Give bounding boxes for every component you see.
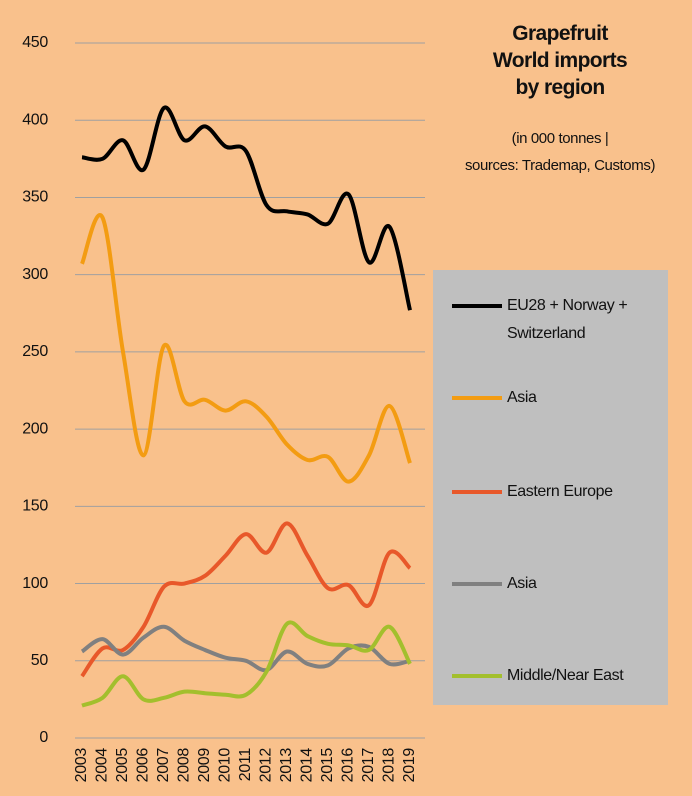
series-line — [80, 212, 412, 484]
legend-label: Asia — [507, 575, 537, 592]
y-tick-label: 0 — [39, 729, 48, 746]
legend-swatch — [452, 490, 502, 494]
y-tick-label: 400 — [22, 111, 48, 128]
chart-subtitle: (in 000 tonnes | sources: Trademap, Cust… — [464, 130, 656, 174]
x-tick-label: 2016 — [340, 748, 357, 783]
x-tick-label: 2010 — [217, 748, 234, 783]
x-tick-label: 2007 — [155, 748, 172, 783]
y-tick-label: 100 — [22, 575, 48, 592]
y-tick-label: 450 — [22, 34, 48, 51]
x-tick-label: 2015 — [319, 748, 336, 783]
x-tick-label: 2019 — [401, 748, 418, 783]
series-line — [81, 620, 412, 708]
x-tick-label: 2014 — [299, 748, 316, 783]
x-tick-label: 2009 — [196, 748, 213, 783]
x-tick-label: 2005 — [114, 748, 131, 783]
legend-swatch — [452, 674, 502, 678]
legend-label: Asia — [507, 389, 537, 406]
y-tick-label: 350 — [22, 189, 48, 206]
x-tick-label: 2018 — [381, 748, 398, 783]
y-tick-label: 200 — [22, 420, 48, 437]
chart-title: Grapefruit World imports by region — [492, 22, 628, 99]
x-tick-label: 2012 — [258, 748, 275, 783]
legend-label: Middle/Near East — [507, 667, 624, 684]
legend-swatch — [452, 304, 502, 308]
y-tick-label: 300 — [22, 266, 48, 283]
legend-label: Eastern Europe — [507, 483, 613, 500]
legend-label: EU28 + Norway + Switzerland — [507, 297, 628, 342]
x-tick-label: 2006 — [135, 748, 152, 783]
x-tick-label: 2013 — [278, 748, 295, 783]
y-tick-label: 150 — [22, 498, 48, 515]
x-tick-label: 2004 — [94, 748, 111, 783]
y-tick-label: 250 — [22, 343, 48, 360]
x-tick-label: 2003 — [73, 748, 90, 783]
y-tick-label: 50 — [31, 652, 49, 669]
x-tick-label: 2017 — [360, 748, 377, 783]
legend: EU28 + Norway + Switzerland Asia Eastern E… — [433, 270, 668, 705]
legend-swatch — [452, 396, 502, 400]
series-line — [81, 105, 412, 311]
x-tick-label: 2011 — [237, 748, 254, 782]
x-tick-label: 2008 — [176, 748, 193, 783]
legend-swatch — [452, 582, 502, 586]
series-line — [80, 521, 412, 678]
